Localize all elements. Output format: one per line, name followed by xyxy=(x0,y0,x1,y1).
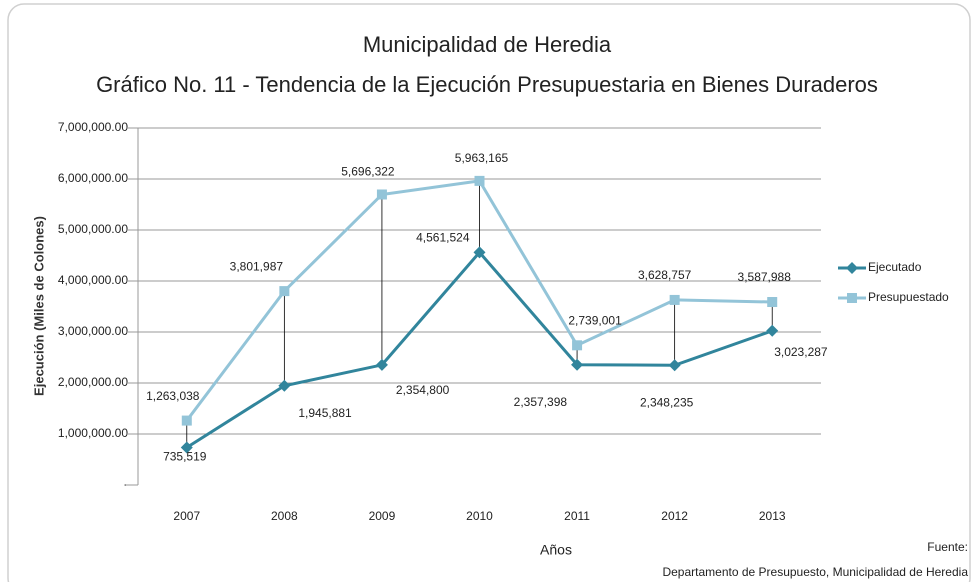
legend-label: Presupuestado xyxy=(868,290,949,304)
x-tick-label: 2008 xyxy=(271,509,298,523)
marker xyxy=(278,379,291,392)
x-tick-label: 2012 xyxy=(661,509,688,523)
frame xyxy=(7,3,971,582)
chart-title: Municipalidad de Heredia xyxy=(363,32,612,57)
value-label: 5,963,165 xyxy=(455,151,509,165)
y-tick-label: 1,000,000.00 xyxy=(58,426,128,440)
x-axis-label: Años xyxy=(540,542,572,558)
marker xyxy=(846,262,858,274)
marker xyxy=(668,359,681,372)
marker xyxy=(847,293,857,303)
marker xyxy=(767,297,778,308)
y-tick-label: - xyxy=(124,477,128,491)
marker xyxy=(181,415,192,426)
marker xyxy=(669,294,680,305)
marker xyxy=(473,246,486,259)
value-label: 4,561,524 xyxy=(416,231,470,245)
value-label: 2,357,398 xyxy=(514,395,568,409)
value-label: 3,801,987 xyxy=(230,259,284,273)
y-tick-label: 2,000,000.00 xyxy=(58,375,128,389)
source-title: Fuente: xyxy=(927,540,968,554)
y-tick-label: 6,000,000.00 xyxy=(58,171,128,185)
marker xyxy=(376,189,387,200)
y-tick-label: 7,000,000.00 xyxy=(58,120,128,134)
value-label: 3,628,757 xyxy=(638,268,692,282)
value-label: 2,348,235 xyxy=(640,395,694,409)
source: Departamento de Presupuesto, Municipalid… xyxy=(662,565,968,579)
marker xyxy=(279,286,290,297)
y-tick-label: 3,000,000.00 xyxy=(58,324,128,338)
value-label: 1,263,038 xyxy=(146,389,200,403)
x-tick-label: 2009 xyxy=(369,509,396,523)
marker xyxy=(474,175,485,186)
chart-subtitle: Gráfico No. 11 - Tendencia de la Ejecuci… xyxy=(96,72,878,97)
y-tick-label: 5,000,000.00 xyxy=(58,222,128,236)
value-label: 1,945,881 xyxy=(298,406,352,420)
value-label: 2,739,001 xyxy=(568,313,622,327)
x-tick-label: 2011 xyxy=(564,509,590,523)
marker xyxy=(375,358,388,371)
x-tick-label: 2007 xyxy=(173,509,200,523)
marker xyxy=(572,340,583,351)
value-label: 735,519 xyxy=(163,450,207,464)
value-label: 2,354,800 xyxy=(396,383,450,397)
x-tick-label: 2013 xyxy=(759,509,786,523)
value-label: 3,587,988 xyxy=(738,270,792,284)
x-tick-label: 2010 xyxy=(466,509,493,523)
y-axis-label: Ejecución (Miles de Colones) xyxy=(31,216,46,396)
marker xyxy=(571,358,584,371)
legend-label: Ejecutado xyxy=(868,260,922,274)
marker xyxy=(766,324,779,337)
value-label: 5,696,322 xyxy=(341,165,395,179)
y-tick-label: 4,000,000.00 xyxy=(58,273,128,287)
marker xyxy=(180,441,193,454)
value-label: 3,023,287 xyxy=(774,345,828,359)
